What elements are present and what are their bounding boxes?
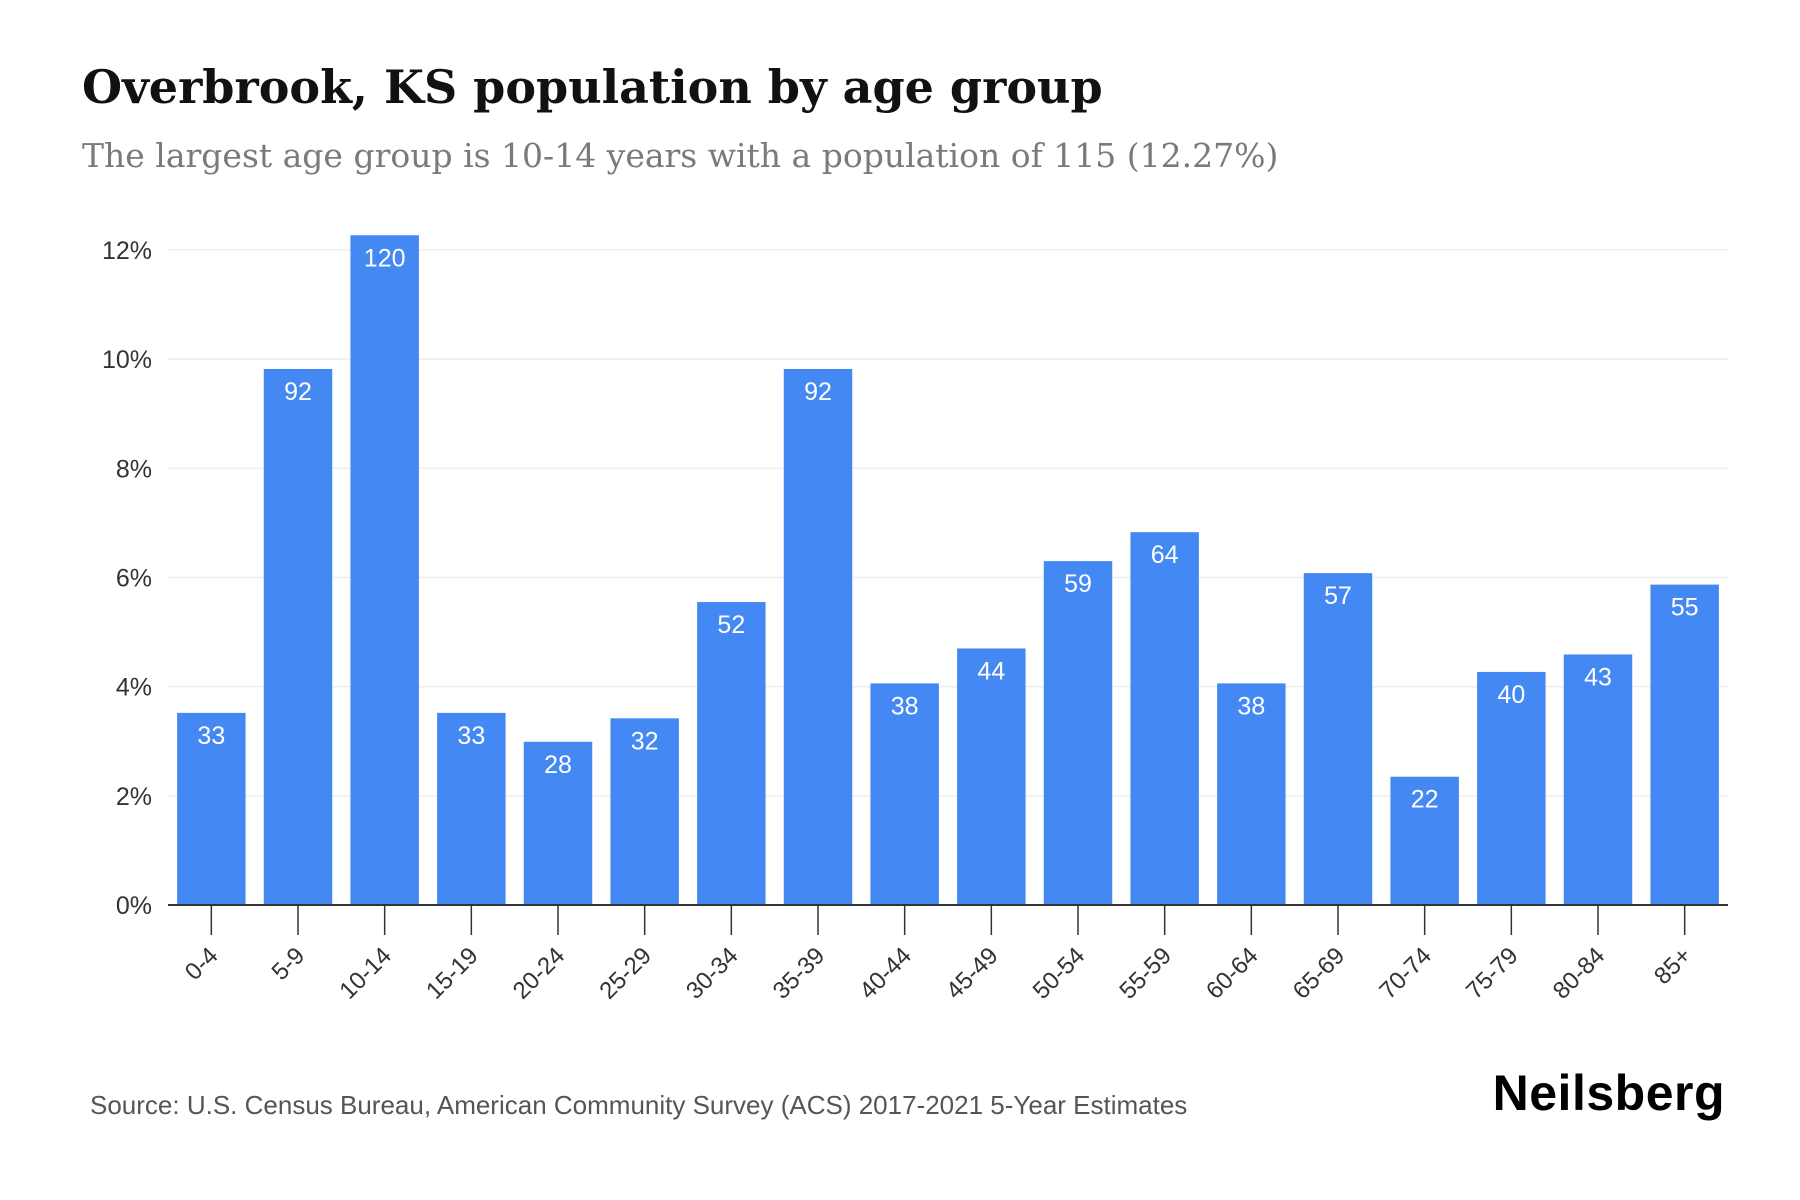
x-tick-label: 70-74 [1374, 942, 1437, 1005]
bar-value-label: 33 [457, 722, 485, 750]
bars [177, 235, 1719, 905]
x-tick-label: 35-39 [768, 942, 831, 1005]
bar [957, 648, 1026, 905]
x-tick-label: 0-4 [180, 942, 224, 986]
source-note: Source: U.S. Census Bureau, American Com… [90, 1090, 1188, 1120]
bar-value-label: 92 [804, 378, 832, 406]
bar-value-label: 59 [1064, 570, 1092, 598]
bar [1563, 654, 1633, 905]
x-tick-label: 45-49 [941, 942, 1004, 1005]
x-tick-label: 30-34 [681, 942, 744, 1005]
x-tick-labels: 0-4 5-9 10-14 15-19 20-24 25-29 30-34 35-39 40-4… [180, 942, 1697, 1005]
bar [610, 718, 679, 905]
chart-subtitle: The largest age group is 10-14 years wit… [82, 136, 1279, 175]
bar-value-label: 57 [1324, 582, 1352, 610]
bar [783, 368, 853, 905]
x-tick-label: 25-29 [594, 942, 657, 1005]
bar [1303, 573, 1373, 905]
bar-value-labels: 33 92 120 33 28 32 52 92 38 44 59 64 38 57 22 40 43 55 [197, 244, 1698, 813]
x-tick-label: 65-69 [1288, 942, 1351, 1005]
bar [870, 683, 939, 905]
bar [1130, 532, 1199, 905]
x-tick-label: 40-44 [854, 942, 917, 1005]
bar [1390, 776, 1459, 905]
y-tick-label: 0% [116, 892, 152, 920]
bar-value-label: 64 [1151, 541, 1179, 569]
brand-logo: Neilsberg [1492, 1065, 1725, 1121]
bar-value-label: 52 [717, 611, 745, 639]
y-tick-label: 8% [116, 455, 152, 483]
bar-value-label: 44 [977, 657, 1005, 685]
x-tick-label: 85+ [1649, 942, 1697, 990]
bar [1043, 561, 1113, 905]
y-tick-label: 12% [102, 237, 152, 265]
x-tick-label: 10-14 [334, 942, 397, 1005]
x-tick-label: 80-84 [1548, 942, 1611, 1005]
bar-value-label: 38 [1237, 692, 1265, 720]
y-tick-label: 4% [116, 674, 152, 702]
bar-value-label: 120 [364, 244, 406, 272]
x-tick-label: 55-59 [1114, 942, 1177, 1005]
x-tick-label: 75-79 [1461, 942, 1524, 1005]
x-tick-label: 5-9 [267, 942, 311, 986]
bar-value-label: 43 [1584, 663, 1612, 691]
bar [437, 712, 506, 905]
bar-value-label: 33 [197, 722, 225, 750]
bar [263, 368, 333, 905]
bar-value-label: 40 [1497, 681, 1525, 709]
bar-value-label: 92 [284, 378, 312, 406]
bar [1477, 671, 1546, 905]
x-tick-label: 50-54 [1028, 942, 1091, 1005]
x-tick-label: 60-64 [1201, 942, 1264, 1005]
y-tick-label: 2% [116, 783, 152, 811]
bar [177, 712, 246, 905]
bar-value-label: 28 [544, 751, 572, 779]
bar-value-label: 38 [891, 692, 919, 720]
y-tick-label: 10% [102, 346, 152, 374]
chart-title: Overbrook, KS population by age group [82, 60, 1103, 114]
bar-value-label: 32 [631, 727, 659, 755]
bar-value-label: 22 [1411, 786, 1439, 814]
bar [1217, 683, 1286, 905]
bar [1650, 584, 1719, 905]
bar [523, 741, 593, 905]
x-tick-label: 15-19 [421, 942, 484, 1005]
bar-value-label: 55 [1671, 594, 1699, 622]
bar [350, 235, 419, 905]
grid-lines [168, 249, 1728, 797]
bar [697, 602, 766, 905]
x-tick-label: 20-24 [508, 942, 571, 1005]
y-tick-labels: 0% 2% 4% 6% 8% 10% 12% [102, 237, 152, 920]
y-tick-label: 6% [116, 565, 152, 593]
x-axis [168, 904, 1728, 935]
